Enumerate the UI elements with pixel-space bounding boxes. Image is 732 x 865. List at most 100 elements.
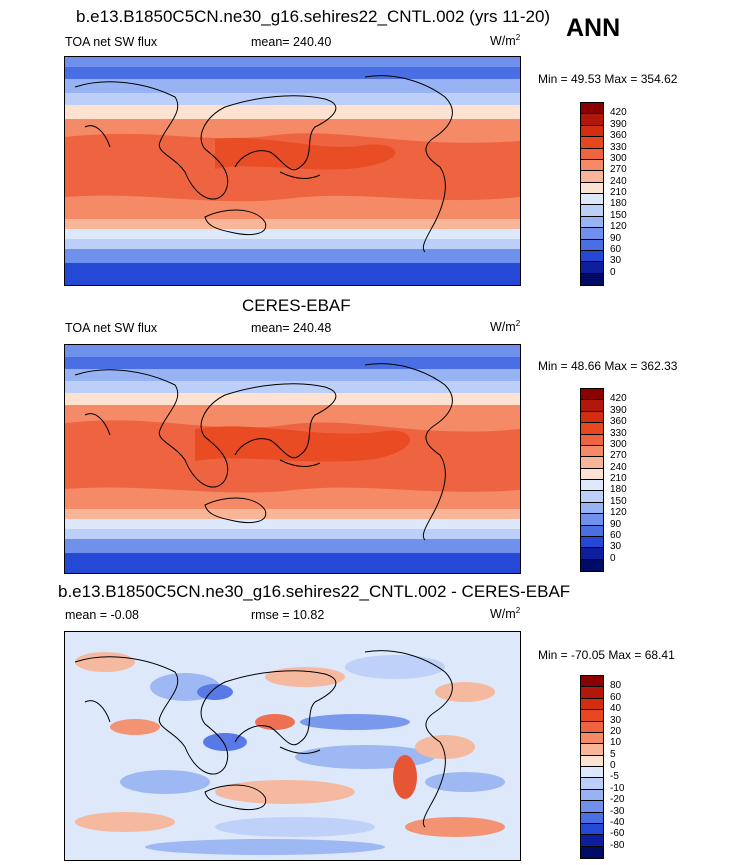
panel2-minmax-label: Min = 48.66 Max = 362.33	[538, 359, 678, 373]
panel1-colorbar-swatch	[581, 228, 603, 240]
panel2-colorbar-tick-label: 60	[610, 529, 622, 541]
panel3-colorbar-swatch	[581, 721, 603, 733]
panel3-colorbar-tick-label: 20	[610, 725, 622, 737]
panel1-colorbar	[580, 102, 604, 286]
panel3-colorbar-swatch	[581, 755, 603, 767]
panel3-diff-map	[64, 631, 521, 861]
panel3-colorbar-swatch	[581, 744, 603, 756]
panel1-colorbar-swatch	[581, 262, 603, 274]
panel3-colorbar-swatch	[581, 812, 603, 824]
panel1-colorbar-swatch	[581, 171, 603, 183]
panel3-colorbar-swatch	[581, 778, 603, 790]
panel1-variable-label: TOA net SW flux	[65, 35, 158, 49]
panel3-colorbar-tick-label: 5	[610, 748, 616, 760]
panel1-colorbar-tick-label: 180	[610, 198, 627, 210]
panel1-colorbar-tick-label: 330	[610, 141, 627, 153]
panel2-colorbar-swatch	[581, 514, 603, 526]
panel2-variable-label: TOA net SW flux	[65, 321, 158, 335]
panel1-mean-label: mean= 240.40	[251, 35, 332, 49]
panel1-colorbar-tick-label: 0	[610, 266, 616, 278]
panel3-units-label: W/m2	[490, 606, 521, 622]
panel3-colorbar-swatch	[581, 698, 603, 711]
panel3-colorbar-swatch	[581, 823, 603, 836]
panel2-units-label: W/m2	[490, 319, 521, 335]
panel1-colorbar-swatch	[581, 114, 603, 126]
panel1-colorbar-tick-label: 240	[610, 175, 627, 187]
panel3-map-graphic	[65, 632, 520, 860]
panel2-colorbar-tick-label: 150	[610, 495, 627, 507]
panel2-obs-map	[64, 344, 521, 574]
panel2-colorbar-swatch	[581, 423, 603, 435]
panel2-colorbar-swatch	[581, 411, 603, 424]
panel1-colorbar-tick-label: 420	[610, 107, 627, 119]
panel2-colorbar-swatch	[581, 502, 603, 515]
panel3-colorbar-swatch	[581, 710, 603, 722]
panel3-colorbar-swatch	[581, 846, 603, 858]
panel1-map-graphic	[65, 57, 520, 285]
panel2-colorbar-swatch	[581, 468, 603, 480]
panel3-colorbar-tick-label: 0	[610, 760, 616, 771]
panel2-colorbar-swatch	[581, 434, 603, 446]
panel3-colorbar-tick-label: 10	[610, 737, 622, 749]
panel3-colorbar-tick-label: 60	[610, 691, 622, 703]
panel2-colorbar-swatch	[581, 525, 603, 537]
panel1-colorbar-tick-label: 120	[610, 221, 627, 233]
panel1-colorbar-swatch	[581, 250, 603, 263]
panel3-colorbar-tick-label: -10	[610, 782, 625, 794]
panel2-colorbar-tick-label: 0	[610, 552, 616, 564]
season-label: ANN	[566, 14, 621, 42]
panel3-mean-label: mean = -0.08	[65, 608, 140, 622]
panel2-colorbar-swatch	[581, 457, 603, 469]
panel3-colorbar	[580, 675, 604, 859]
panel3-colorbar-tick-label: -40	[610, 816, 625, 828]
panel1-colorbar-swatch	[581, 148, 603, 160]
panel2-colorbar-tick-label: 240	[610, 461, 627, 473]
panel1-colorbar-swatch	[581, 239, 603, 251]
panel3-rmse-label: rmse = 10.82	[251, 608, 325, 622]
panel1-colorbar-swatch	[581, 125, 603, 138]
panel2-colorbar-tick-label: 300	[610, 438, 627, 450]
panel2-colorbar-tick-label: 390	[610, 404, 627, 416]
panel2-colorbar-tick-label: 360	[610, 416, 627, 428]
panel2-colorbar-tick-label: 120	[610, 507, 627, 519]
panel3-colorbar-tick-label: 80	[610, 680, 622, 692]
panel1-units-label: W/m2	[490, 33, 521, 49]
panel2-colorbar-tick-label: 330	[610, 427, 627, 439]
panel3-colorbar-tick-label: -30	[610, 805, 625, 817]
panel2-colorbar	[580, 388, 604, 572]
panel2-colorbar-tick-label: 90	[610, 518, 622, 530]
panel3-colorbar-swatch	[581, 801, 603, 813]
panel2-colorbar-swatch	[581, 480, 603, 492]
panel1-colorbar-tick-label: 60	[610, 243, 622, 255]
panel2-colorbar-tick-label: 270	[610, 450, 627, 462]
panel1-minmax-label: Min = 49.53 Max = 354.62	[538, 72, 678, 86]
panel3-colorbar-tick-label: -60	[610, 828, 625, 840]
panel2-colorbar-tick-label: 180	[610, 484, 627, 496]
panel2-colorbar-swatch	[581, 536, 603, 549]
panel2-colorbar-swatch	[581, 491, 603, 503]
panel3-colorbar-swatch	[581, 687, 603, 699]
panel2-colorbar-swatch	[581, 445, 603, 458]
panel1-colorbar-swatch	[581, 103, 603, 115]
panel2-mean-label: mean= 240.48	[251, 321, 332, 335]
panel3-colorbar-swatch	[581, 676, 603, 688]
panel2-title: CERES-EBAF	[242, 296, 351, 315]
panel1-colorbar-swatch	[581, 182, 603, 194]
panel2-colorbar-swatch	[581, 400, 603, 412]
panel2-colorbar-swatch	[581, 389, 603, 401]
panel1-colorbar-swatch	[581, 216, 603, 229]
panel3-colorbar-tick-label: -80	[610, 839, 625, 851]
panel2-map-graphic	[65, 345, 520, 573]
panel1-colorbar-swatch	[581, 194, 603, 206]
panel2-colorbar-swatch	[581, 548, 603, 560]
panel1-colorbar-tick-label: 150	[610, 209, 627, 221]
panel1-model-map	[64, 56, 521, 286]
panel3-colorbar-tick-label: -20	[610, 794, 625, 806]
panel1-colorbar-swatch	[581, 273, 603, 285]
panel3-colorbar-swatch	[581, 732, 603, 745]
panel3-minmax-label: Min = -70.05 Max = 68.41	[538, 648, 675, 662]
panel1-colorbar-tick-label: 360	[610, 130, 627, 142]
panel3-colorbar-tick-label: 40	[610, 703, 622, 715]
panel3-colorbar-tick-label: -5	[610, 771, 619, 783]
panel1-colorbar-tick-label: 270	[610, 164, 627, 176]
